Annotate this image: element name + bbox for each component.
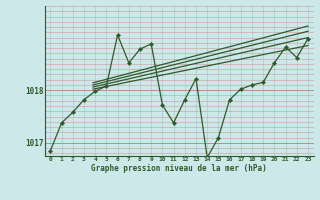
X-axis label: Graphe pression niveau de la mer (hPa): Graphe pression niveau de la mer (hPa) (91, 164, 267, 173)
